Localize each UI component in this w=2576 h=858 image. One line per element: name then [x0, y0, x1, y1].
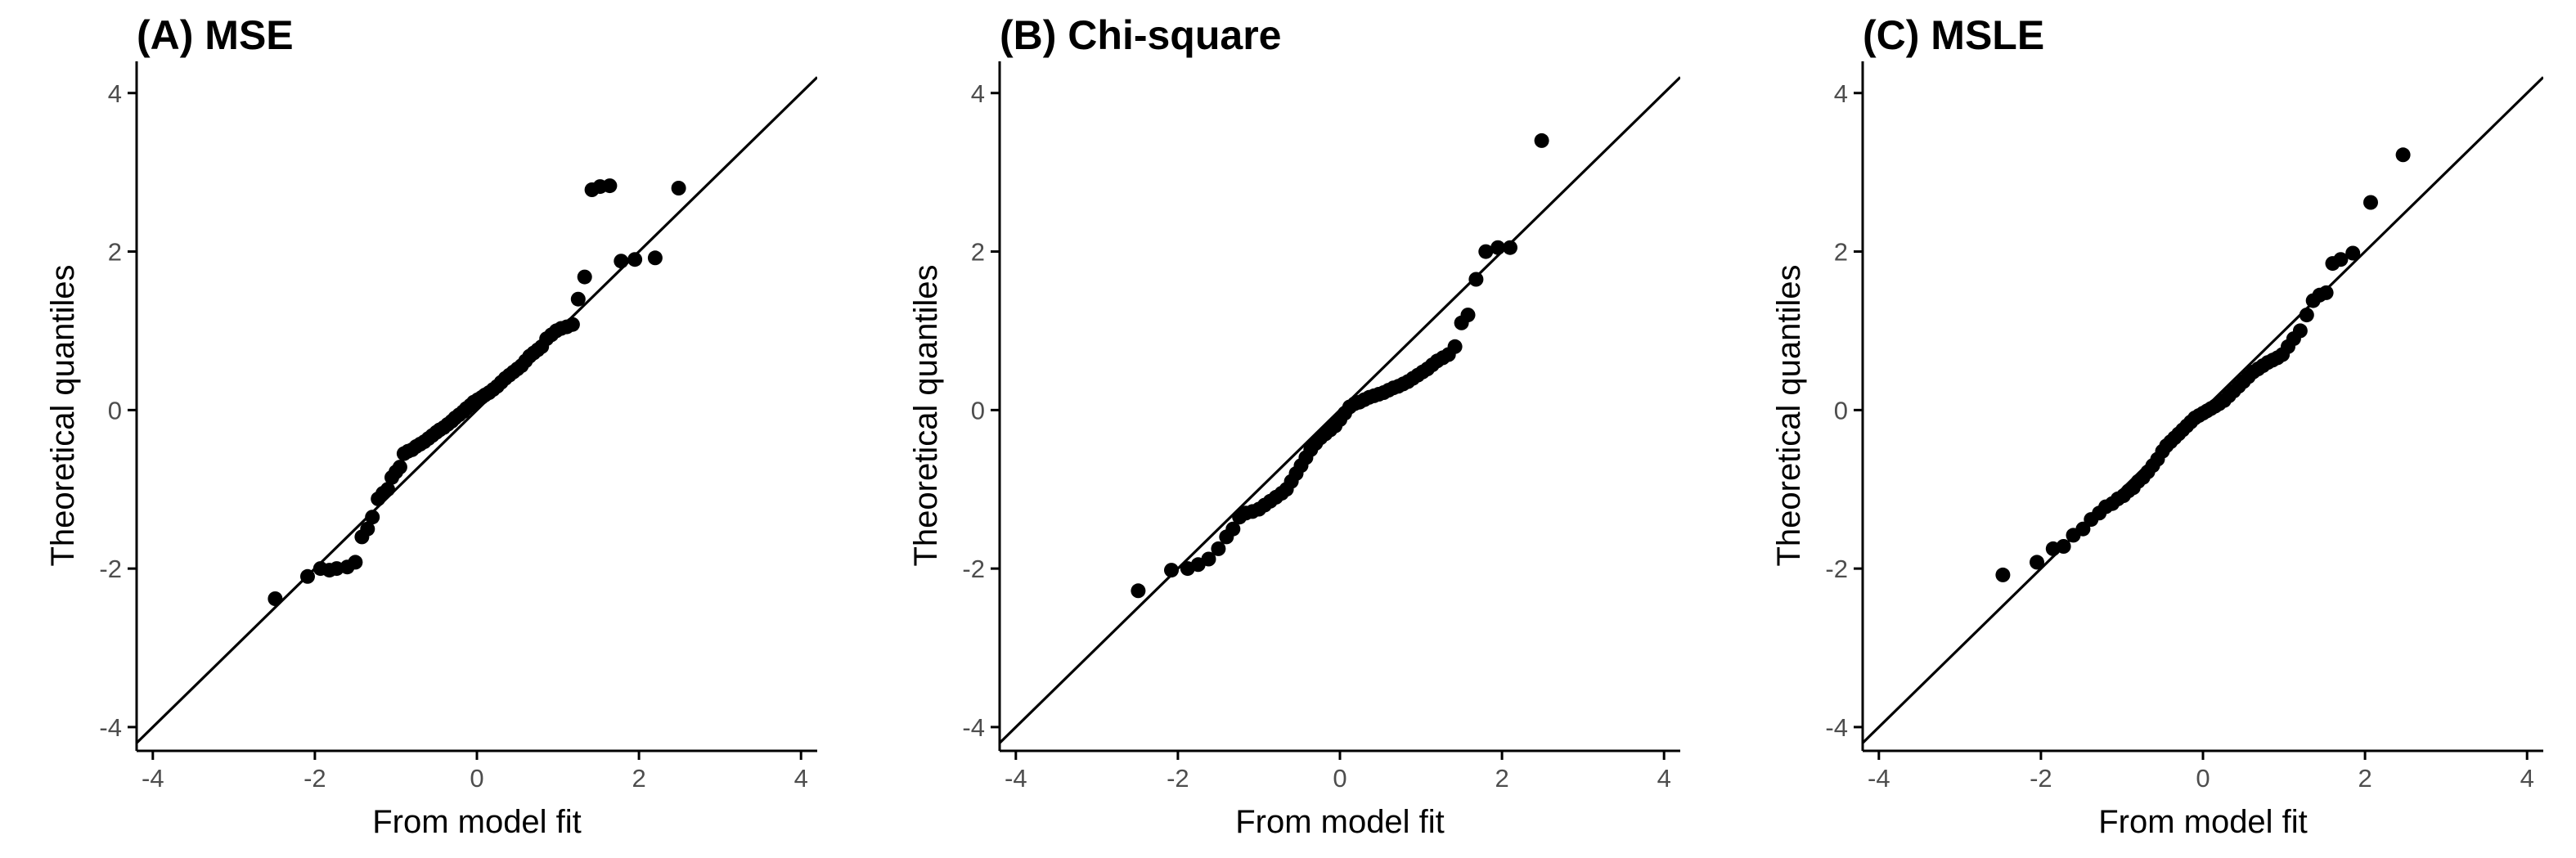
panel-b-x-axis-label: From model fit — [1235, 804, 1445, 840]
panel-b: (B) Chi-square From model fit Theoretica… — [908, 12, 1680, 840]
panel-c-y-tick-label: 4 — [1834, 79, 1848, 108]
panel-b-y-tick-label: 0 — [971, 396, 985, 425]
panel-c-data-point — [2030, 555, 2044, 570]
panel-c-data-point — [2318, 285, 2334, 300]
panel-c: (C) MSLE From model fit Theoretical quan… — [1771, 12, 2543, 840]
panel-a-data-point — [267, 591, 283, 606]
panel-a-data-point — [380, 482, 395, 497]
panel-a-data-point — [300, 568, 315, 584]
panel-a-data-point — [360, 521, 375, 537]
panel-b-data-point — [1131, 583, 1146, 599]
panel-c-title: (C) MSLE — [1863, 12, 2044, 58]
panel-a-data-point — [348, 555, 363, 570]
panel-c-data-point — [2299, 308, 2314, 323]
panel-a-plot: -4 -2 0 2 4 -4 -2 0 2 4 — [99, 61, 817, 793]
panel-b-data-point — [1534, 133, 1549, 148]
panel-a-data-point — [564, 317, 580, 332]
panel-c-plot: -4 -2 0 2 4 -4 -2 0 2 4 — [1825, 61, 2543, 793]
panel-b-plot: -4 -2 0 2 4 -4 -2 0 2 4 — [962, 61, 1680, 793]
panel-b-x-tick-label: 2 — [1495, 764, 1508, 793]
panel-a-y-tick-label: 4 — [108, 79, 122, 108]
panel-b-x-tick-label: 0 — [1333, 764, 1346, 793]
panel-a-x-tick-label: -2 — [303, 764, 326, 793]
panel-b-data-point — [1478, 244, 1494, 259]
panel-a-data-point — [627, 252, 643, 267]
panel-a-reference-line — [137, 76, 817, 744]
panel-a-y-tick-label: -2 — [99, 555, 122, 583]
panel-b-title: (B) Chi-square — [1000, 12, 1281, 58]
panel-c-data-point — [2345, 245, 2361, 261]
panel-c-x-tick-label: 0 — [2196, 764, 2210, 793]
panel-a-y-tick-label: 0 — [108, 396, 122, 425]
panel-a-data-point — [671, 181, 686, 195]
panel-a-x-tick-label: 0 — [470, 764, 483, 793]
panel-b-y-axis-label: Theoretical quantiles — [908, 264, 944, 566]
panel-c-data-point — [2363, 195, 2378, 210]
panel-a: (A) MSE From model fit Theoretical quant… — [45, 12, 817, 840]
panel-c-y-tick-label: -4 — [1825, 713, 1848, 742]
panel-b-data-point — [1211, 541, 1226, 556]
panel-b-x-tick-label: -2 — [1167, 764, 1189, 793]
panel-b-x-tick-label: 4 — [1657, 764, 1671, 793]
panel-a-data-point — [577, 269, 592, 285]
panel-c-data-point — [2395, 147, 2411, 163]
panel-b-x-tick-label: -4 — [1005, 764, 1027, 793]
panel-b-data-point — [1460, 308, 1476, 323]
panel-a-data-point — [602, 178, 618, 194]
panel-a-y-tick-label: -4 — [99, 713, 122, 742]
panel-c-x-tick-label: 4 — [2520, 764, 2534, 793]
panel-a-title: (A) MSE — [137, 12, 294, 58]
panel-b-y-tick-label: 4 — [971, 79, 985, 108]
panel-c-x-tick-label: 2 — [2358, 764, 2371, 793]
panel-c-data-point — [2292, 323, 2308, 339]
panel-b-data-point — [1447, 339, 1463, 354]
panel-a-data-point — [647, 250, 663, 266]
panel-c-data-point — [2333, 252, 2349, 267]
panel-b-y-tick-label: -2 — [962, 555, 985, 583]
panel-c-y-tick-label: -2 — [1825, 555, 1848, 583]
panel-a-data-point — [570, 291, 586, 307]
panel-c-x-axis-label: From model fit — [2098, 804, 2308, 840]
panel-a-y-axis-label: Theoretical quantiles — [45, 264, 81, 566]
panel-b-data-point — [1201, 551, 1216, 567]
panel-a-y-tick-label: 2 — [108, 238, 122, 267]
panel-a-data-point — [614, 254, 629, 269]
panel-b-data-point — [1225, 521, 1241, 537]
panel-c-y-axis-label: Theoretical quantiles — [1771, 264, 1807, 566]
panel-b-data-point — [1503, 240, 1517, 255]
panel-a-x-tick-label: 4 — [794, 764, 808, 793]
panel-b-y-tick-label: -4 — [962, 713, 985, 742]
panel-c-y-tick-label: 2 — [1834, 238, 1848, 267]
panel-a-x-axis-label: From model fit — [372, 804, 582, 840]
panel-a-x-tick-label: 2 — [632, 764, 645, 793]
panel-a-x-tick-label: -4 — [142, 764, 164, 793]
panel-b-data-point — [1164, 563, 1179, 578]
panel-c-y-tick-label: 0 — [1834, 396, 1848, 425]
panel-b-data-point — [1490, 240, 1506, 255]
panel-b-y-tick-label: 2 — [971, 238, 985, 267]
panel-c-data-point — [1995, 567, 2011, 582]
panel-a-data-point — [392, 460, 407, 475]
panel-c-data-point — [2056, 539, 2071, 554]
panel-c-x-tick-label: -4 — [1868, 764, 1890, 793]
panel-c-x-tick-label: -2 — [2030, 764, 2052, 793]
panel-b-data-point — [1468, 272, 1484, 287]
panel-a-data-point — [365, 510, 380, 525]
